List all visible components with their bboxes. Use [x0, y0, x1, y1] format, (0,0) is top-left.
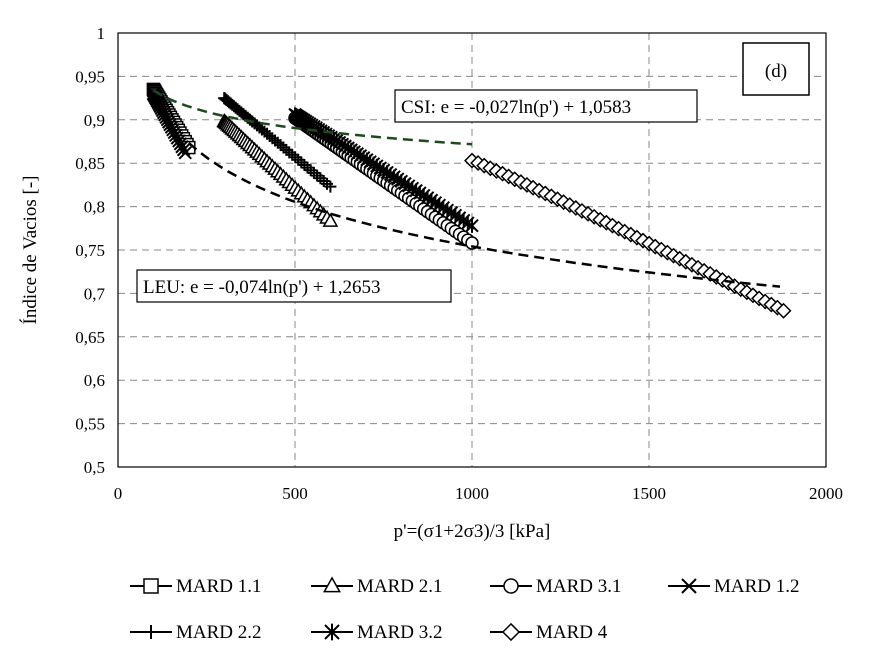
y-tick-label: 0,9 [84, 111, 105, 130]
series-mard-1-2 [146, 87, 192, 160]
x-tick-label: 2000 [809, 484, 843, 503]
y-tick-label: 0,6 [84, 371, 105, 390]
y-tick-label: 0,55 [75, 415, 105, 434]
panel-label: (d) [765, 61, 787, 82]
data-point [286, 148, 299, 161]
legend-label: MARD 3.2 [357, 622, 443, 643]
legend-item: MARD 3.1 [490, 576, 622, 597]
csi-trend-line [152, 89, 473, 146]
y-tick-label: 0,75 [75, 241, 105, 260]
legend-marker [144, 625, 158, 639]
legend-label: MARD 3.1 [536, 576, 622, 597]
data-point [775, 302, 792, 319]
y-tick-label: 0,85 [75, 154, 105, 173]
x-tick-label: 0 [114, 484, 123, 503]
panel-label-box [742, 42, 810, 96]
legend-item: MARD 2.1 [311, 576, 443, 597]
csi-annotation: CSI: e = -0,027ln(p') + 1,0583 [401, 97, 631, 118]
x-axis-title: p'=(σ1+2σ3)/3 [kPa] [394, 521, 551, 542]
x-tick-label: 1500 [632, 484, 666, 503]
y-axis-title: Índice de Vacios [-] [19, 176, 41, 325]
legend-marker [503, 578, 519, 594]
y-tick-label: 0,8 [84, 198, 105, 217]
legend-label: MARD 2.1 [357, 576, 443, 597]
data-layer [146, 82, 792, 319]
legend-label: MARD 1.2 [714, 576, 800, 597]
legend-item: MARD 2.2 [130, 622, 262, 643]
y-tick-label: 0,65 [75, 328, 105, 347]
y-tick-label: 0,5 [84, 458, 105, 477]
data-point [322, 212, 339, 227]
legend-marker [324, 623, 340, 641]
legend-marker [501, 622, 521, 642]
legend-marker [323, 576, 341, 593]
legend-label: MARD 1.1 [176, 576, 262, 597]
legend-label: MARD 4 [536, 622, 608, 643]
legend-item: MARD 1.2 [668, 576, 800, 597]
leu-annotation-box [136, 269, 452, 303]
data-point [465, 218, 479, 233]
leu-trend-line [187, 142, 781, 288]
series-mard-4 [464, 152, 792, 319]
y-tick-label: 1 [97, 24, 106, 43]
x-tick-label: 1000 [455, 484, 489, 503]
legend: MARD 1.1 MARD 2.1 MARD 3.1 MARD 1.2 MARD 2.2… [130, 576, 800, 643]
series-mard-2-2 [218, 92, 337, 193]
csi-annotation-box [394, 89, 698, 123]
legend-label: MARD 2.2 [176, 622, 262, 643]
legend-marker [681, 578, 697, 594]
y-tick-label: 0,95 [75, 67, 105, 86]
data-point [324, 180, 337, 193]
leu-annotation: LEU: e = -0,074ln(p') + 1,2653 [143, 277, 381, 298]
legend-item: MARD 4 [490, 622, 608, 643]
legend-item: MARD 1.1 [130, 576, 262, 597]
legend-item: MARD 3.2 [311, 622, 443, 643]
tick-labels: 0 500 1000 1500 2000 0,5 0,55 0,6 0,65 0,7 0,75 0,8… [75, 24, 843, 503]
trend-layer [152, 89, 781, 288]
x-tick-label: 500 [282, 484, 308, 503]
data-point [178, 146, 192, 160]
series-mard-2-1 [216, 113, 339, 227]
y-tick-label: 0,7 [84, 284, 106, 303]
plot-frame [117, 32, 827, 468]
legend-marker [143, 578, 159, 594]
